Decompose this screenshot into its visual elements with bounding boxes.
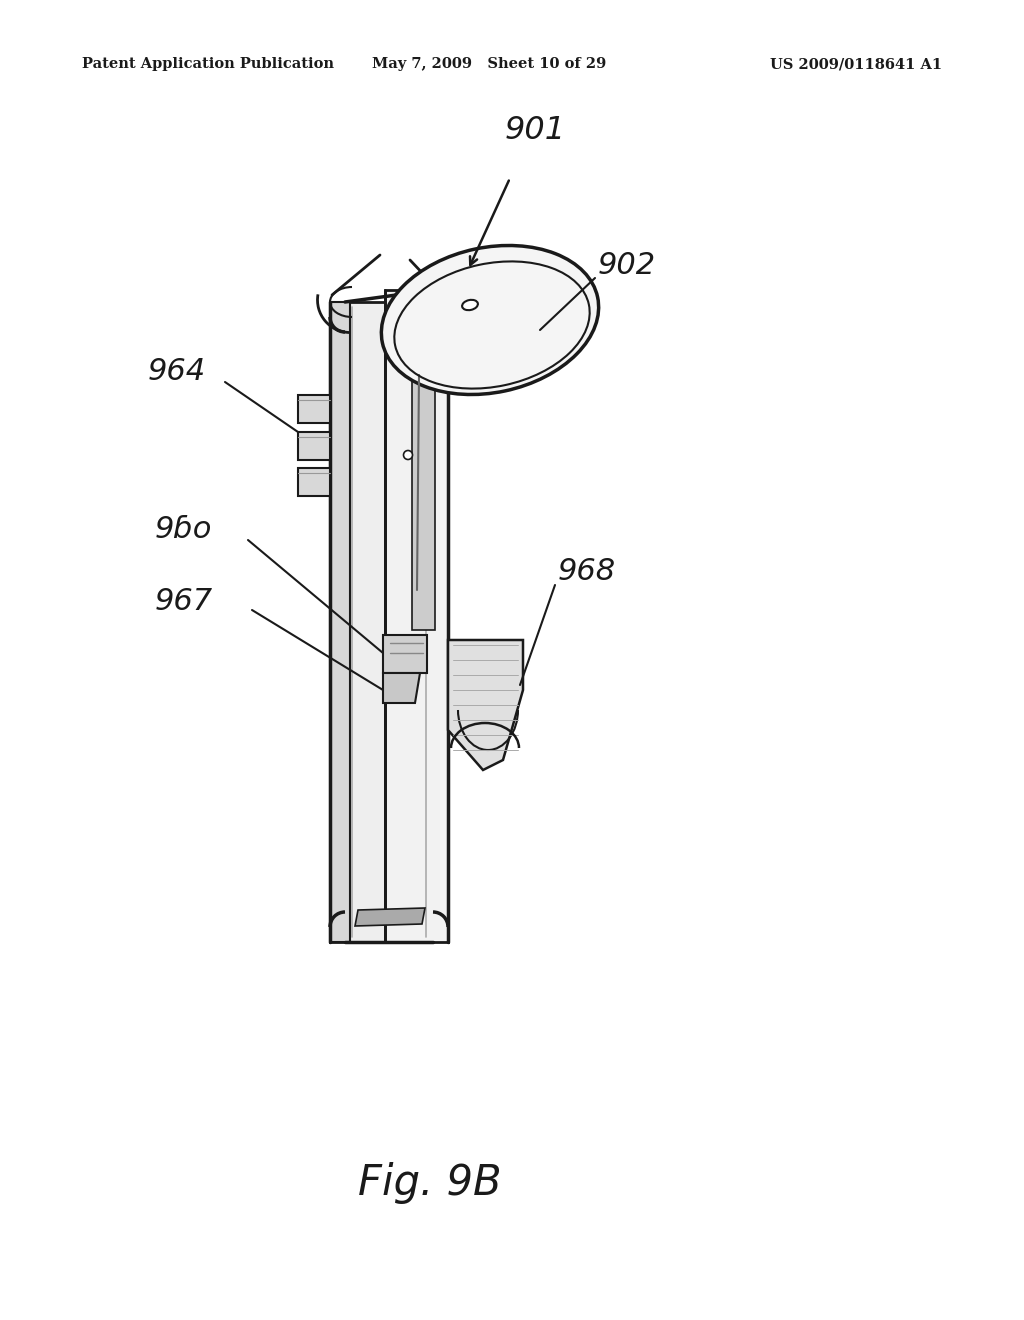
Polygon shape [355,908,425,927]
Polygon shape [449,640,523,770]
Polygon shape [383,673,420,704]
Text: May 7, 2009   Sheet 10 of 29: May 7, 2009 Sheet 10 of 29 [372,57,606,71]
Polygon shape [330,302,350,942]
Polygon shape [383,635,427,673]
Polygon shape [330,302,385,942]
Text: 967: 967 [155,587,213,616]
Text: 968: 968 [558,557,616,586]
Polygon shape [298,395,330,422]
Text: 9ɓo: 9ɓo [155,516,212,544]
Polygon shape [298,469,330,496]
Text: Patent Application Publication: Patent Application Publication [82,57,334,71]
Text: 901: 901 [505,115,566,147]
Polygon shape [412,350,435,630]
Polygon shape [385,290,449,942]
Ellipse shape [381,246,599,395]
Ellipse shape [462,300,478,310]
Text: 902: 902 [598,251,656,280]
Ellipse shape [403,450,413,459]
Text: US 2009/0118641 A1: US 2009/0118641 A1 [770,57,942,71]
Text: 964: 964 [148,358,206,387]
Polygon shape [298,432,330,459]
Text: Fig. 9B: Fig. 9B [358,1162,502,1204]
